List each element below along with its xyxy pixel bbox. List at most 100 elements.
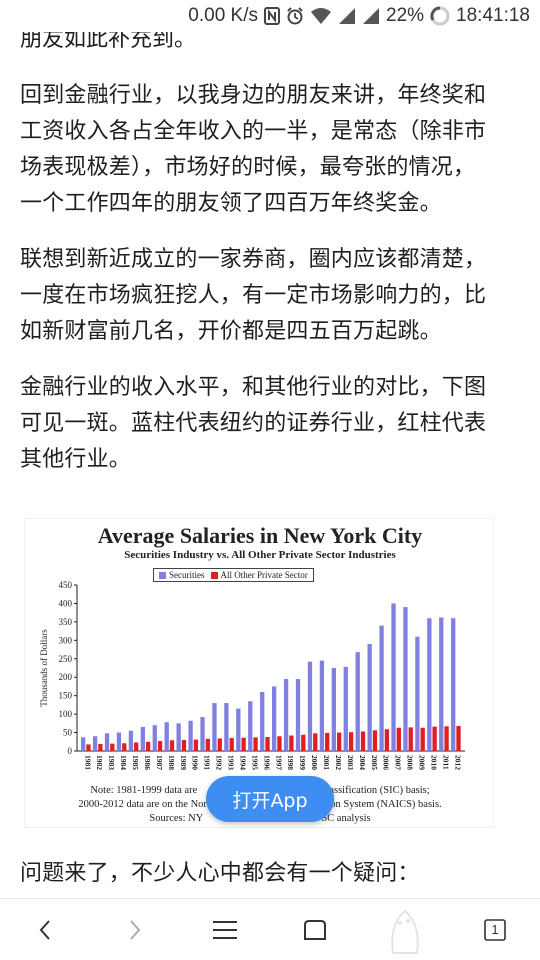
- menu-icon: [213, 920, 237, 939]
- status-bar: 0.00 K/s 22% 18:41:18: [0, 0, 540, 32]
- y-axis-label: Thousands of Dollars: [39, 629, 49, 707]
- bar-securities-1996: [260, 691, 265, 751]
- legend-swatch-red: [210, 571, 218, 579]
- legend-item-securities: Securities: [159, 570, 205, 580]
- x-tick-label: 1989: [179, 755, 188, 770]
- y-tick-label: 50: [63, 728, 73, 738]
- paragraph-line: 场表现极差），市场好的时候，最夸张的情况，: [20, 155, 476, 180]
- bar-securities-1983: [104, 733, 110, 751]
- bar-other-1984: [122, 743, 127, 751]
- paragraph-3: 金融行业的收入水平，和其他行业的对比，下图 可见一斑。蓝柱代表纽约的证券行业，红…: [20, 370, 520, 478]
- wifi-icon: [310, 7, 332, 25]
- ghost-icon: [391, 909, 419, 954]
- bar-securities-2004: [355, 652, 360, 751]
- bar-securities-2001: [319, 660, 325, 751]
- note-text: assification (SIC) basis;: [329, 785, 430, 796]
- bar-other-2008: [408, 727, 413, 751]
- legend-label: Securities: [169, 570, 205, 580]
- signal-icon-2: [362, 7, 380, 25]
- menu-button[interactable]: [195, 900, 255, 960]
- clock-time: 18:41:18: [456, 5, 530, 26]
- bar-other-1989: [181, 739, 187, 751]
- bar-securities-2010: [427, 618, 432, 751]
- bar-other-2009: [420, 727, 425, 751]
- bar-securities-1995: [248, 701, 253, 751]
- back-button[interactable]: [15, 900, 75, 960]
- bar-other-2007: [396, 727, 401, 751]
- bar-securities-1990: [188, 720, 193, 751]
- bottom-nav-bar: 1: [0, 898, 540, 960]
- x-tick-label: 2009: [418, 755, 427, 770]
- bar-securities-1988: [164, 722, 169, 751]
- bar-securities-1993: [224, 703, 229, 751]
- x-tick-label: 1995: [250, 755, 259, 770]
- bar-other-1986: [145, 741, 151, 751]
- bar-securities-1982: [92, 736, 98, 751]
- chevron-right-icon: [130, 919, 141, 940]
- bar-securities-2007: [391, 603, 396, 751]
- legend-label: All Other Private Sector: [220, 570, 308, 580]
- bar-other-1991: [205, 738, 210, 751]
- bar-securities-2011: [439, 617, 444, 751]
- bar-other-1998: [289, 735, 294, 751]
- x-tick-label: 1990: [191, 755, 200, 770]
- paragraph-line: 工资收入各占全年收入的一半，是常态（除非市: [20, 119, 487, 144]
- x-tick-label: 2002: [334, 755, 343, 770]
- open-app-button[interactable]: 打开App: [206, 776, 334, 822]
- bar-other-2006: [384, 729, 390, 751]
- forward-button[interactable]: [105, 900, 165, 960]
- x-tick-label: 1993: [227, 755, 236, 770]
- y-tick-label: 0: [68, 746, 73, 756]
- y-tick-label: 400: [59, 598, 73, 608]
- paragraph-line: 金融行业的收入水平，和其他行业的对比，下图: [20, 375, 487, 400]
- chart-subtitle: Securities Industry vs. All Other Privat…: [124, 549, 396, 561]
- bar-other-1983: [110, 743, 115, 751]
- bar-other-2010: [432, 726, 437, 751]
- x-tick-label: 1996: [262, 755, 271, 770]
- bar-other-1981: [86, 744, 91, 751]
- bar-other-1997: [277, 736, 282, 751]
- x-tick-label: 2000: [310, 755, 319, 770]
- bar-other-1999: [301, 734, 306, 751]
- y-tick-label: 200: [59, 672, 73, 682]
- x-tick-label: 2006: [382, 755, 391, 770]
- bar-other-1990: [193, 739, 199, 751]
- bar-securities-2000: [307, 661, 313, 751]
- bar-other-1994: [241, 737, 246, 751]
- legend-item-other: All Other Private Sector: [210, 570, 308, 580]
- bar-securities-1986: [140, 727, 145, 751]
- home-button[interactable]: [285, 900, 345, 960]
- bar-securities-1989: [176, 723, 181, 751]
- ghost-assistant-button[interactable]: [375, 900, 435, 960]
- bar-other-2005: [372, 730, 378, 751]
- chart-note-line1: Note: 1981-1999 data are assification (SI…: [25, 785, 495, 796]
- y-tick-label: 350: [59, 617, 73, 627]
- bar-securities-2002: [331, 668, 336, 751]
- x-tick-label: 1985: [131, 755, 140, 770]
- bar-other-1996: [265, 736, 270, 751]
- x-tick-label: 1981: [83, 755, 92, 770]
- x-tick-label: 1983: [107, 755, 116, 770]
- bar-other-2011: [444, 726, 449, 751]
- y-tick-label: 300: [59, 635, 73, 645]
- x-tick-label: 1997: [274, 755, 283, 770]
- chart-plot: 0 50 100 150 200 250 300 350 400 450 Thousands of …: [39, 580, 465, 770]
- bar-other-1992: [217, 738, 222, 751]
- x-tick-label: 2004: [358, 755, 367, 770]
- bar-other-1988: [169, 740, 175, 751]
- home-icon: [304, 919, 326, 940]
- paragraph-line: 可见一斑。蓝柱代表纽约的证券行业，红柱代表: [20, 411, 487, 436]
- x-tick-label: 1982: [95, 755, 104, 770]
- x-tick-label: 2005: [370, 755, 379, 770]
- x-tick-label: 2012: [453, 755, 462, 770]
- paragraph-2: 联想到新近成立的一家券商，圈内应该都清楚， 一度在市场疯狂挖人，有一定市场影响力…: [20, 242, 520, 350]
- bar-other-1985: [134, 742, 139, 751]
- bar-securities-1987: [152, 725, 157, 751]
- bar-other-2004: [360, 731, 366, 751]
- note-text: Note: 1981-1999 data are: [90, 785, 198, 796]
- paragraph-line: 一个工作四年的朋友领了四百万年终奖金。: [20, 191, 442, 216]
- y-tick-label: 100: [59, 709, 73, 719]
- paragraph-line: 回到金融行业，以我身边的朋友来讲，年终奖和: [20, 83, 487, 108]
- tabs-button[interactable]: 1: [465, 900, 525, 960]
- battery-percent: 22%: [386, 5, 425, 26]
